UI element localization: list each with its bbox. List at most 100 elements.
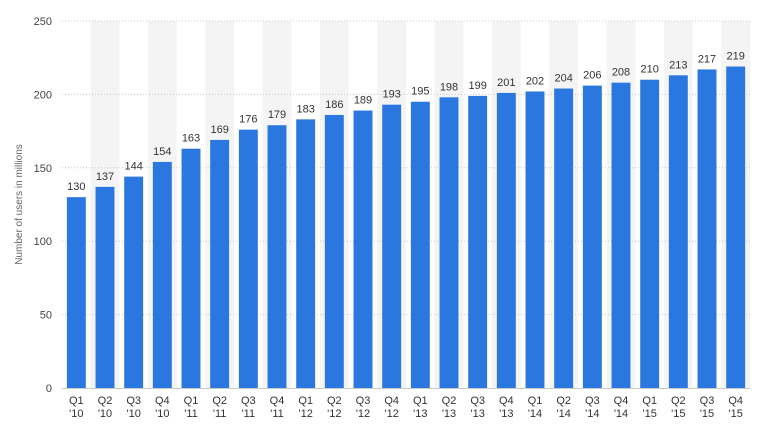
- x-tick-label: '14: [556, 408, 570, 420]
- bar: [296, 119, 316, 388]
- x-tick-label: '14: [614, 408, 628, 420]
- data-label: 219: [726, 51, 744, 63]
- data-label: 217: [698, 53, 716, 65]
- x-tick-label: '15: [671, 408, 685, 420]
- x-tick-label: '12: [327, 408, 341, 420]
- bar: [525, 91, 545, 389]
- x-tick-label: '11: [213, 408, 227, 420]
- bar: [324, 114, 344, 389]
- data-label: 193: [382, 89, 400, 101]
- x-tick-label: Q4: [155, 395, 170, 407]
- x-tick-label: Q3: [585, 395, 600, 407]
- y-tick-label: 200: [34, 89, 52, 101]
- y-axis-ticks: 0 50 100 150 200 250: [34, 16, 52, 395]
- bar: [554, 88, 574, 388]
- data-label: 154: [153, 146, 171, 158]
- y-tick-label: 150: [34, 163, 52, 175]
- x-tick-label: '14: [528, 408, 542, 420]
- data-labels: 130 137 144 154 163 169 176 179 183 186 189 193 195 1…: [67, 51, 745, 194]
- data-label: 210: [640, 64, 658, 76]
- x-tick-label: Q1: [528, 395, 543, 407]
- data-label: 183: [296, 103, 314, 115]
- bar: [382, 104, 402, 389]
- x-tick-label: Q3: [126, 395, 141, 407]
- data-label: 206: [583, 70, 601, 82]
- bar: [697, 69, 717, 388]
- x-tick-label: Q3: [241, 395, 256, 407]
- x-tick-label: Q2: [556, 395, 571, 407]
- bar: [210, 139, 230, 388]
- x-tick-label: '10: [98, 408, 112, 420]
- data-label: 189: [354, 95, 372, 107]
- data-label: 199: [468, 80, 486, 92]
- bar: [668, 75, 688, 388]
- y-tick-label: 100: [34, 236, 52, 248]
- x-tick-label: Q4: [614, 395, 629, 407]
- x-tick-label: Q1: [413, 395, 428, 407]
- data-label: 186: [325, 99, 343, 111]
- x-tick-label: Q1: [69, 395, 84, 407]
- x-tick-label: Q2: [442, 395, 457, 407]
- bar: [66, 197, 86, 388]
- x-tick-label: '10: [126, 408, 140, 420]
- x-tick-label: '13: [499, 408, 513, 420]
- data-label: 179: [268, 109, 286, 121]
- x-tick-label: Q3: [700, 395, 715, 407]
- data-label: 213: [669, 59, 687, 71]
- gridlines: [62, 20, 750, 316]
- x-tick-label: Q4: [384, 395, 399, 407]
- bar: [152, 161, 172, 388]
- data-label: 195: [411, 86, 429, 98]
- x-tick-label: Q4: [270, 395, 285, 407]
- data-label: 204: [554, 73, 572, 85]
- bar: [582, 85, 602, 388]
- bar: [353, 110, 373, 388]
- bar: [410, 101, 430, 389]
- data-label: 163: [182, 133, 200, 145]
- x-tick-label: '12: [384, 408, 398, 420]
- x-tick-label: Q1: [184, 395, 199, 407]
- data-label: 176: [239, 114, 257, 126]
- x-tick-label: Q1: [298, 395, 313, 407]
- x-tick-label: Q2: [98, 395, 113, 407]
- bar: [439, 97, 459, 388]
- x-tick-label: Q3: [470, 395, 485, 407]
- bar: [95, 186, 115, 388]
- bar: [181, 148, 201, 388]
- x-axis-ticks: Q1'10Q2'10Q3'10Q4'10Q1'11Q2'11Q3'11Q4'11…: [69, 395, 743, 420]
- bar: [496, 92, 516, 388]
- x-tick-label: '10: [69, 408, 83, 420]
- x-tick-label: Q4: [728, 395, 743, 407]
- data-label: 137: [96, 171, 114, 183]
- data-label: 130: [67, 181, 85, 193]
- x-tick-label: '13: [442, 408, 456, 420]
- x-tick-label: '15: [642, 408, 656, 420]
- x-tick-label: Q2: [212, 395, 227, 407]
- x-tick-label: '11: [270, 408, 284, 420]
- y-axis-label: Number of users in millions: [14, 144, 25, 265]
- x-tick-label: '11: [242, 408, 256, 420]
- x-tick-label: '15: [700, 408, 714, 420]
- bar: [267, 125, 287, 388]
- bars: [66, 66, 746, 389]
- data-label: 169: [210, 124, 228, 136]
- y-tick-label: 50: [40, 310, 52, 322]
- x-tick-label: '13: [470, 408, 484, 420]
- x-tick-label: '10: [155, 408, 169, 420]
- x-tick-label: Q2: [671, 395, 686, 407]
- bar: [726, 66, 746, 389]
- data-label: 144: [124, 161, 142, 173]
- data-label: 198: [440, 81, 458, 93]
- bar: [640, 79, 660, 388]
- x-tick-label: '15: [728, 408, 742, 420]
- bar: [238, 129, 258, 388]
- x-tick-label: '12: [356, 408, 370, 420]
- bar: [611, 82, 631, 388]
- x-tick-label: Q2: [327, 395, 342, 407]
- x-tick-label: Q1: [642, 395, 657, 407]
- y-tick-label: 0: [46, 383, 52, 395]
- bar: [124, 176, 144, 388]
- y-tick-label: 250: [34, 16, 52, 28]
- x-tick-label: Q4: [499, 395, 514, 407]
